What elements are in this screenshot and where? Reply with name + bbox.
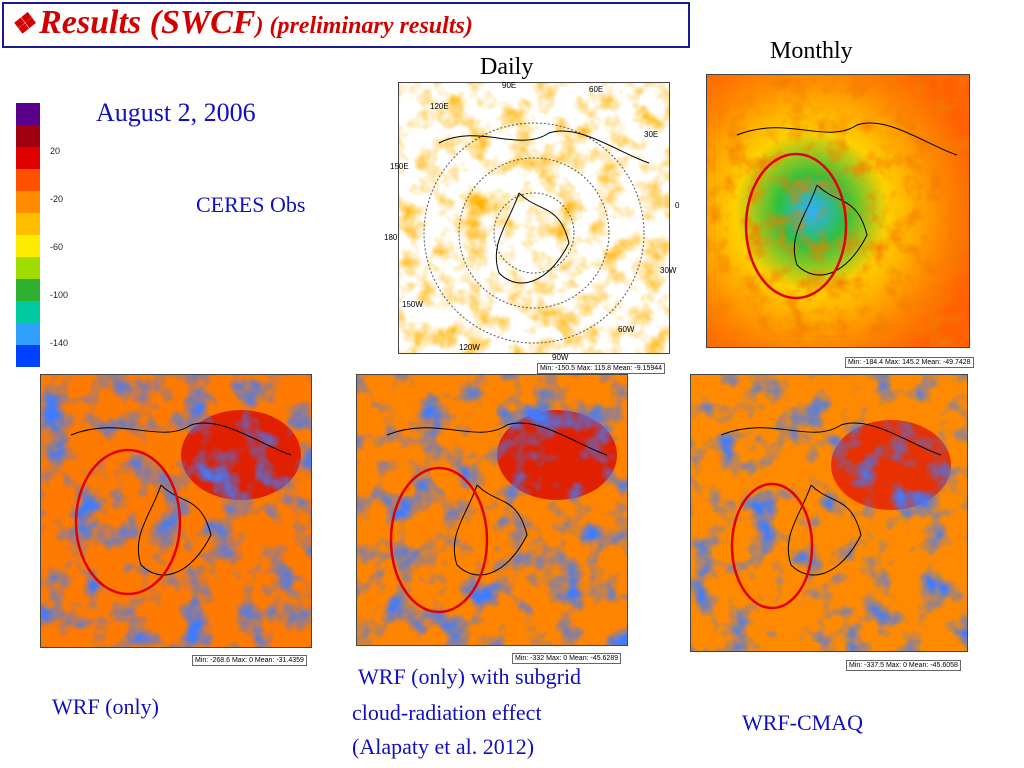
- title-subtitle: (preliminary results: [263, 13, 465, 39]
- ceres-daily-stats: Min: -150.5 Max: 115.8 Mean: -9.15944: [537, 363, 666, 374]
- wrf-subgrid-caption-1: WRF (only) with subgrid: [358, 664, 582, 689]
- diamond-bullet-icon: ❖: [10, 9, 36, 40]
- wrf-only-map-image: [41, 375, 311, 647]
- wrf-subgrid-caption-3: (Alapaty et al. 2012): [352, 734, 535, 759]
- map-tick-label: 60E: [589, 85, 604, 94]
- ceres-daily-map: [398, 82, 670, 354]
- wrf-only-stats: Min: -268.6 Max: 0 Mean: -31.4359: [192, 655, 307, 666]
- map-tick-label: 0: [675, 201, 680, 210]
- title-close: ): [255, 13, 264, 39]
- colorbar-cell: [16, 235, 40, 257]
- map-tick-label: 120E: [430, 102, 449, 111]
- map-tick-label: 120W: [459, 343, 480, 352]
- map-tick-label: 180: [384, 233, 398, 242]
- wrf-cmaq-caption: WRF-CMAQ: [742, 710, 864, 735]
- colorbar: [16, 103, 40, 368]
- colorbar-tick: 20: [50, 146, 61, 156]
- wrf-subgrid-stats: Min: -332 Max: 0 Mean: -45.6289: [512, 653, 622, 664]
- ceres-obs-label: CERES Obs: [196, 192, 306, 217]
- colorbar-tick: -20: [50, 194, 64, 204]
- date-label: August 2, 2006: [96, 98, 256, 127]
- colorbar-tick: -60: [50, 242, 64, 252]
- map-tick-label: 90E: [502, 81, 517, 90]
- highlight-ellipse: [389, 466, 489, 614]
- colorbar-cell: [16, 345, 40, 367]
- ceres-daily-map-image: [399, 83, 669, 353]
- monthly-label: Monthly: [770, 38, 853, 64]
- wrf-only-map: [40, 374, 312, 648]
- colorbar-cell: [16, 191, 40, 213]
- map-tick-label: 60W: [618, 325, 635, 334]
- wrf-cmaq-stats: Min: -337.5 Max: 0 Mean: -45.6058: [846, 660, 961, 671]
- ceres-monthly-stats: Min: -184.4 Max: 145.2 Mean: -49.7428: [845, 357, 974, 368]
- map-tick-label: 30W: [660, 266, 677, 275]
- colorbar-cell: [16, 147, 40, 169]
- slide-title: ❖ Results (SWCF) (preliminary results): [10, 4, 473, 41]
- map-tick-label: 150E: [390, 162, 409, 171]
- colorbar-tick: -100: [50, 290, 69, 300]
- colorbar-cell: [16, 279, 40, 301]
- daily-label: Daily: [480, 54, 534, 80]
- map-tick-label: 150W: [402, 300, 423, 309]
- colorbar-cell: [16, 103, 40, 125]
- highlight-ellipse: [74, 448, 182, 596]
- wrf-subgrid-map-image: [357, 375, 627, 645]
- wrf-subgrid-caption-2: cloud-radiation effect: [352, 700, 542, 725]
- wrf-only-caption: WRF (only): [52, 694, 159, 719]
- highlight-ellipse: [744, 152, 848, 300]
- colorbar-tick: -140: [50, 338, 69, 348]
- colorbar-cell: [16, 301, 40, 323]
- wrf-subgrid-map: [356, 374, 628, 646]
- colorbar-cell: [16, 323, 40, 345]
- colorbar-cell: [16, 257, 40, 279]
- ceres-monthly-map: [706, 74, 970, 348]
- map-tick-label: 90W: [552, 353, 569, 362]
- colorbar-cell: [16, 213, 40, 235]
- colorbar-cell: [16, 125, 40, 147]
- highlight-ellipse: [730, 482, 814, 610]
- ceres-monthly-map-image: [707, 75, 969, 347]
- map-tick-label: 30E: [644, 130, 659, 139]
- title-box: [2, 2, 690, 48]
- colorbar-cell: [16, 169, 40, 191]
